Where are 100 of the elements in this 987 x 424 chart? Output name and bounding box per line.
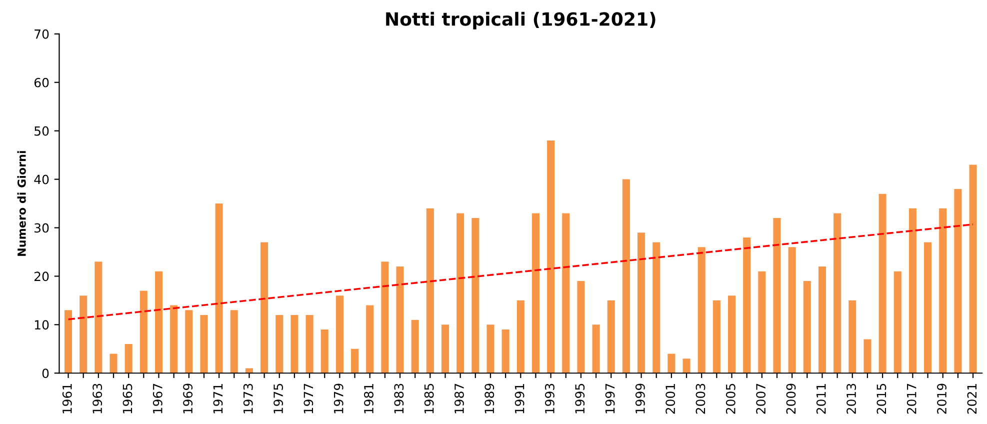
bar	[486, 324, 494, 374]
bar	[381, 262, 389, 374]
y-tick-label: 40	[34, 174, 49, 184]
y-tick-label: 20	[34, 272, 49, 282]
bar	[577, 281, 585, 374]
x-tick-label: 1991	[514, 384, 524, 414]
y-tick-label: 10	[34, 320, 49, 330]
bar	[441, 324, 450, 374]
bar	[908, 208, 916, 374]
bar	[969, 164, 977, 374]
bar	[290, 314, 298, 374]
x-tick-label: 1983	[394, 384, 404, 414]
x-tick-label: 1989	[484, 384, 494, 414]
x-tick-label: 1969	[183, 384, 193, 414]
y-tick-label: 30	[34, 223, 49, 233]
x-tick-label: 2019	[937, 384, 946, 414]
bar	[185, 310, 193, 374]
bar	[215, 204, 223, 374]
bar	[170, 305, 178, 374]
bar	[788, 247, 796, 374]
bar	[758, 271, 766, 374]
x-tick-label: 1987	[454, 384, 464, 414]
bar	[276, 314, 284, 374]
x-tick-label: 1973	[243, 384, 253, 414]
bar	[472, 218, 480, 374]
x-tick-label: 2021	[967, 384, 977, 414]
y-axis-title: Numero di Giorni	[17, 151, 26, 256]
x-tick-label: 1963	[92, 384, 102, 414]
x-tick-label: 1997	[605, 384, 615, 414]
bar	[682, 358, 690, 374]
x-tick-label: 1981	[364, 384, 374, 414]
x-tick-label: 1977	[304, 384, 314, 414]
bar	[200, 314, 208, 374]
y-tick-label: 50	[34, 126, 49, 136]
bar	[154, 271, 163, 374]
bar	[306, 314, 314, 374]
bar	[502, 330, 510, 374]
bar	[426, 208, 434, 374]
bar	[803, 281, 811, 374]
x-tick-label: 1985	[424, 384, 434, 414]
x-tick-label: 1993	[544, 384, 554, 414]
bar	[124, 344, 132, 374]
x-tick-label: 1967	[152, 384, 162, 414]
bar	[562, 213, 570, 374]
bar	[230, 310, 238, 374]
bar	[260, 242, 268, 374]
bar	[939, 208, 947, 374]
bar	[64, 310, 72, 374]
x-tick-label: 2011	[816, 384, 826, 414]
x-tick-label: 2013	[846, 384, 856, 414]
bar	[668, 354, 676, 374]
bar	[411, 320, 419, 374]
y-tick-label: 70	[34, 29, 49, 39]
bar	[638, 232, 646, 374]
y-tick-label: 60	[34, 78, 49, 88]
x-tick-label: 1965	[122, 384, 132, 414]
bar	[532, 213, 540, 374]
bar	[728, 296, 736, 374]
bar	[954, 188, 962, 374]
y-tick-label: 0	[42, 368, 49, 378]
x-tick-label: 2001	[666, 384, 676, 414]
bar	[516, 300, 524, 374]
bar	[456, 213, 464, 374]
x-tick-label: 2007	[756, 384, 766, 414]
bar	[592, 324, 600, 374]
x-tick-label: 2015	[876, 384, 886, 414]
bar	[773, 218, 781, 374]
chart-title: Notti tropicali (1961-2021)	[386, 12, 656, 30]
x-tick-label: 1961	[62, 384, 72, 414]
bar	[547, 140, 555, 374]
bar	[894, 271, 902, 374]
bar	[110, 354, 118, 374]
bar	[351, 348, 359, 374]
x-tick-label: 1975	[274, 384, 284, 414]
bar	[607, 300, 615, 374]
x-tick-label: 1971	[213, 384, 223, 414]
bar	[366, 305, 374, 374]
bar	[320, 330, 328, 374]
bar	[622, 179, 630, 374]
x-tick-label: 2005	[726, 384, 736, 414]
bar	[834, 213, 842, 374]
bar	[698, 247, 706, 374]
x-tick-label: 1999	[635, 384, 645, 414]
bar	[848, 300, 856, 374]
bar	[878, 194, 886, 374]
x-tick-label: 2017	[906, 384, 916, 414]
x-tick-label: 2009	[786, 384, 796, 414]
bar	[396, 266, 404, 374]
bar	[652, 242, 660, 374]
bar	[94, 262, 102, 374]
x-tick-label: 2003	[696, 384, 706, 414]
bar	[864, 339, 872, 374]
bar	[80, 296, 88, 374]
bar	[743, 237, 751, 374]
x-tick-label: 1979	[334, 384, 344, 414]
bar	[818, 266, 826, 374]
bar	[140, 290, 148, 374]
bar	[712, 300, 720, 374]
bar	[336, 296, 344, 374]
x-tick-label: 1995	[575, 384, 585, 414]
